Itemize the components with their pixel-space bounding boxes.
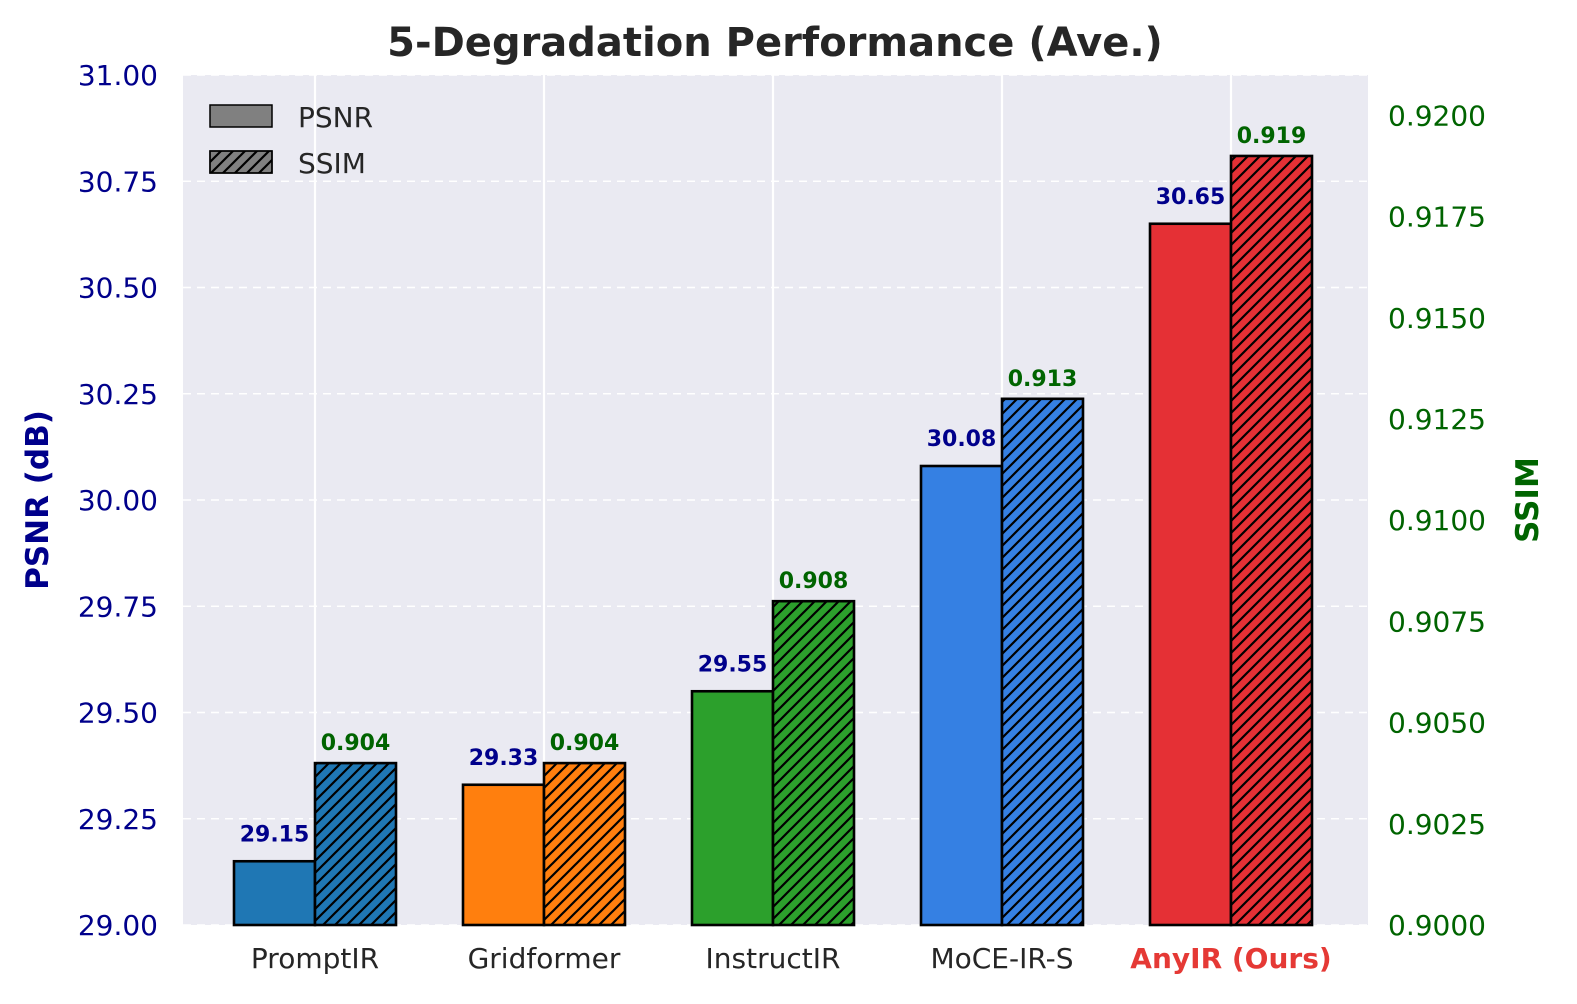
- legend-psnr-label: PSNR: [298, 101, 373, 134]
- right-tick-label: 0.9175: [1388, 201, 1486, 234]
- x-tick-label: Gridformer: [468, 942, 621, 975]
- left-tick-label: 29.00: [78, 909, 158, 942]
- psnr-bar: [461, 783, 546, 927]
- left-axis-ticks: 29.00 29.25 29.50 29.75 30.00 30.25 30.50 30.75…: [78, 59, 158, 942]
- left-tick-label: 29.25: [78, 803, 158, 836]
- psnr-value-label: 30.65: [1156, 185, 1226, 210]
- right-tick-label: 0.9150: [1388, 302, 1486, 335]
- x-tick-label: MoCE-IR-S: [930, 942, 1073, 975]
- ssim-bar-hatch: [1000, 397, 1085, 927]
- psnr-bar: [1148, 222, 1233, 927]
- ssim-value-label: 0.908: [779, 569, 849, 594]
- right-tick-label: 0.9000: [1388, 909, 1486, 942]
- right-tick-label: 0.9125: [1388, 403, 1486, 436]
- legend-ssim-hatch: [209, 150, 273, 174]
- left-tick-label: 30.00: [78, 484, 158, 517]
- left-axis-label: PSNR (dB): [20, 410, 56, 590]
- right-tick-label: 0.9050: [1388, 707, 1486, 740]
- right-tick-label: 0.9025: [1388, 808, 1486, 841]
- x-tick-label: PromptIR: [251, 942, 379, 975]
- psnr-value-label: 30.08: [927, 427, 997, 452]
- psnr-value-label: 29.33: [469, 746, 539, 771]
- right-tick-label: 0.9075: [1388, 605, 1486, 638]
- right-axis-label: SSIM: [1510, 457, 1546, 543]
- ssim-value-label: 0.919: [1237, 124, 1307, 149]
- ssim-bar-hatch: [1229, 154, 1314, 927]
- right-tick-label: 0.9100: [1388, 504, 1486, 537]
- ssim-value-label: 0.913: [1008, 367, 1078, 392]
- ssim-bar-hatch: [542, 761, 627, 927]
- right-tick-label: 0.9200: [1388, 99, 1486, 132]
- left-tick-label: 31.00: [78, 59, 158, 92]
- left-tick-label: 29.75: [78, 590, 158, 623]
- x-tick-label: InstructIR: [706, 942, 841, 975]
- x-axis-ticks: PromptIR Gridformer InstructIR MoCE-IR-S Any…: [251, 942, 1332, 975]
- bars: [232, 154, 1314, 927]
- ssim-value-label: 0.904: [321, 731, 391, 756]
- left-tick-label: 30.75: [78, 165, 158, 198]
- chart-title: 5-Degradation Performance (Ave.): [387, 20, 1163, 66]
- psnr-bar: [919, 464, 1004, 927]
- ssim-bar-hatch: [313, 761, 398, 927]
- legend: PSNR SSIM: [209, 101, 373, 180]
- ssim-value-label: 0.904: [550, 731, 620, 756]
- left-tick-label: 30.25: [78, 378, 158, 411]
- psnr-bar: [690, 689, 775, 927]
- ssim-bar-hatch: [771, 599, 856, 927]
- legend-psnr-swatch: [209, 104, 273, 128]
- left-tick-label: 30.50: [78, 272, 158, 305]
- left-tick-label: 29.50: [78, 697, 158, 730]
- psnr-value-label: 29.55: [698, 652, 768, 677]
- data-labels: 29.15 0.904 29.33 0.904 29.55 0.908 30.08 0.913…: [240, 124, 1307, 847]
- psnr-value-label: 29.15: [240, 822, 310, 847]
- right-axis-ticks: 0.9000 0.9025 0.9050 0.9075 0.9100 0.9125 0.91…: [1388, 99, 1486, 942]
- legend-ssim-label: SSIM: [298, 147, 366, 180]
- x-tick-label: AnyIR (Ours): [1130, 942, 1331, 975]
- psnr-bar: [232, 859, 317, 927]
